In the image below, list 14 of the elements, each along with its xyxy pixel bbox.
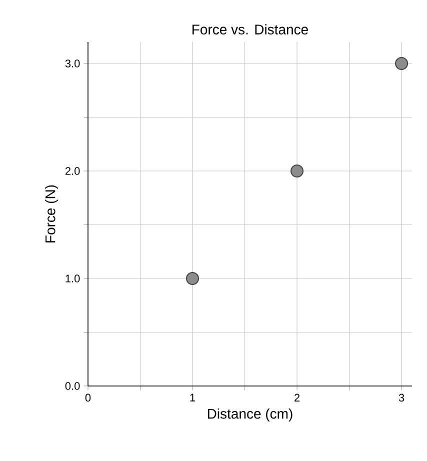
y-tick-label: 1.0 [66,274,80,282]
chart-title: Force vs. Distance [192,24,308,34]
y-tick-label: 2.0 [65,167,80,175]
x-tick-label: 0 [85,394,91,402]
x-tick-label: 1 [190,394,196,402]
x-tick-label: 2 [294,394,300,402]
y-tick-label: 3.0 [65,60,80,68]
x-axis-title: Distance (cm) [208,408,292,422]
point [290,164,304,178]
x-tick-label: 3 [398,394,404,402]
y-tick-label: 0.0 [65,382,80,390]
point [395,57,408,70]
point [186,272,200,285]
y-axis-title: Force (N) [44,185,58,242]
